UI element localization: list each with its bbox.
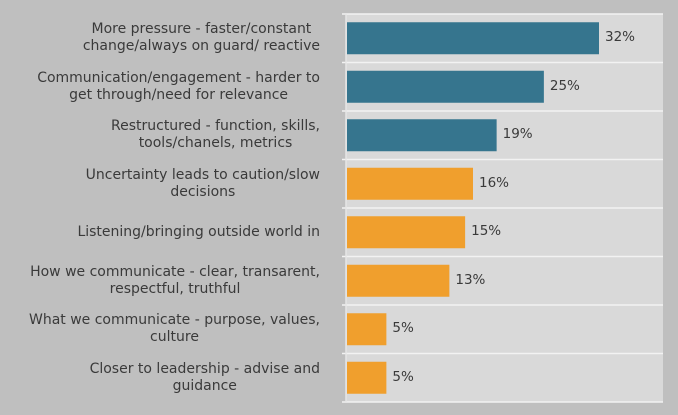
category-label-line: Communication/engagement - harder to xyxy=(37,69,320,86)
value-label: 32% xyxy=(605,29,636,46)
category-label-line: culture xyxy=(150,329,199,346)
category-label: Uncertainty leads to caution/slow decisio… xyxy=(0,160,332,209)
category-label-text: How we communicate - clear, transarent, r… xyxy=(30,264,320,298)
category-label-text: Listening/bringing outside world in xyxy=(77,224,320,241)
category-label-line: Listening/bringing outside world in xyxy=(77,223,320,240)
category-label-text: Communication/engagement - harder to get … xyxy=(37,70,320,104)
bar xyxy=(347,167,473,200)
bar xyxy=(347,119,497,152)
value-label: 16% xyxy=(479,174,510,191)
category-label-line: guidance xyxy=(172,377,237,394)
category-label-text: Uncertainty leads to caution/slow decisio… xyxy=(86,167,320,201)
category-label-line: get through/need for relevance xyxy=(69,86,289,103)
bar xyxy=(347,361,387,394)
category-label-text: What we communicate - purpose, values, cu… xyxy=(29,312,320,346)
category-label: Listening/bringing outside world in xyxy=(0,208,332,257)
category-label-line: More pressure - faster/constant xyxy=(91,21,312,38)
bar xyxy=(347,313,387,346)
category-label-line: tools/chanels, metrics xyxy=(138,135,293,152)
category-label: Communication/engagement - harder to get … xyxy=(0,63,332,112)
category-label-line: Restructured - function, skills, xyxy=(111,118,320,135)
category-label-line: Closer to leadership - advise and xyxy=(89,360,320,377)
value-label: 5% xyxy=(392,368,414,385)
category-label-text: More pressure - faster/constant change/al… xyxy=(83,21,320,55)
bar xyxy=(347,216,466,249)
category-label: What we communicate - purpose, values, cu… xyxy=(0,305,332,354)
category-label-text: Closer to leadership - advise and guidanc… xyxy=(90,361,320,395)
category-label: More pressure - faster/constant change/al… xyxy=(0,14,332,63)
category-label-line: decisions xyxy=(170,183,236,200)
value-label: 5% xyxy=(392,320,414,337)
value-label: 19% xyxy=(502,126,533,143)
value-label: 25% xyxy=(549,77,580,94)
category-label-line: What we communicate - purpose, values, xyxy=(28,312,320,329)
value-label: 13% xyxy=(455,271,486,288)
value-label: 15% xyxy=(471,223,502,240)
bar xyxy=(347,264,450,297)
category-label: Closer to leadership - advise and guidanc… xyxy=(0,354,332,403)
category-label: Restructured - function, skills, tools/ch… xyxy=(0,111,332,160)
category-label-line: How we communicate - clear, transarent, xyxy=(30,263,320,280)
bar xyxy=(347,22,599,55)
category-label-line: Uncertainty leads to caution/slow xyxy=(85,166,320,183)
category-label-line: respectful, truthful xyxy=(109,280,241,297)
bar xyxy=(347,70,544,103)
category-label-text: Restructured - function, skills, tools/ch… xyxy=(111,118,320,152)
category-label-line: change/always on guard/ reactive xyxy=(82,38,320,55)
category-label: How we communicate - clear, transarent, r… xyxy=(0,257,332,306)
